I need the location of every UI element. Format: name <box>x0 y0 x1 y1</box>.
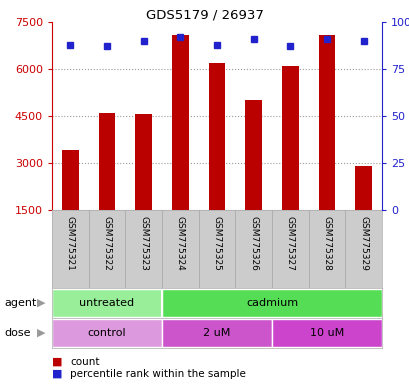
Bar <box>162 319 271 348</box>
Text: ■: ■ <box>52 357 62 367</box>
Text: cadmium: cadmium <box>245 298 297 308</box>
Text: GSM775321: GSM775321 <box>66 216 75 271</box>
Bar <box>208 63 225 210</box>
Bar <box>355 166 371 210</box>
Text: GSM775325: GSM775325 <box>212 216 221 271</box>
Text: percentile rank within the sample: percentile rank within the sample <box>70 369 246 379</box>
Bar <box>52 319 162 348</box>
Bar <box>135 114 152 210</box>
Bar <box>62 151 79 210</box>
Text: GSM775326: GSM775326 <box>249 216 258 271</box>
Text: count: count <box>70 357 100 367</box>
Text: 2 uM: 2 uM <box>203 328 230 338</box>
Bar <box>281 66 298 210</box>
Bar <box>271 319 381 348</box>
Text: GSM775322: GSM775322 <box>102 216 111 271</box>
Text: ▶: ▶ <box>37 298 45 308</box>
Bar <box>99 113 115 210</box>
Text: dose: dose <box>4 328 31 338</box>
Text: GDS5179 / 26937: GDS5179 / 26937 <box>146 8 263 21</box>
Bar <box>172 35 188 210</box>
Text: GSM775329: GSM775329 <box>358 216 367 271</box>
Bar <box>245 100 261 210</box>
Text: GSM775327: GSM775327 <box>285 216 294 271</box>
Text: untreated: untreated <box>79 298 134 308</box>
Text: ▶: ▶ <box>37 328 45 338</box>
Text: GSM775328: GSM775328 <box>322 216 331 271</box>
Bar <box>318 35 335 210</box>
Text: 10 uM: 10 uM <box>309 328 343 338</box>
Text: agent: agent <box>4 298 36 308</box>
Text: control: control <box>88 328 126 338</box>
Bar <box>52 289 162 318</box>
Text: GSM775323: GSM775323 <box>139 216 148 271</box>
Text: GSM775324: GSM775324 <box>175 216 184 271</box>
Bar <box>162 289 381 318</box>
Text: ■: ■ <box>52 369 62 379</box>
